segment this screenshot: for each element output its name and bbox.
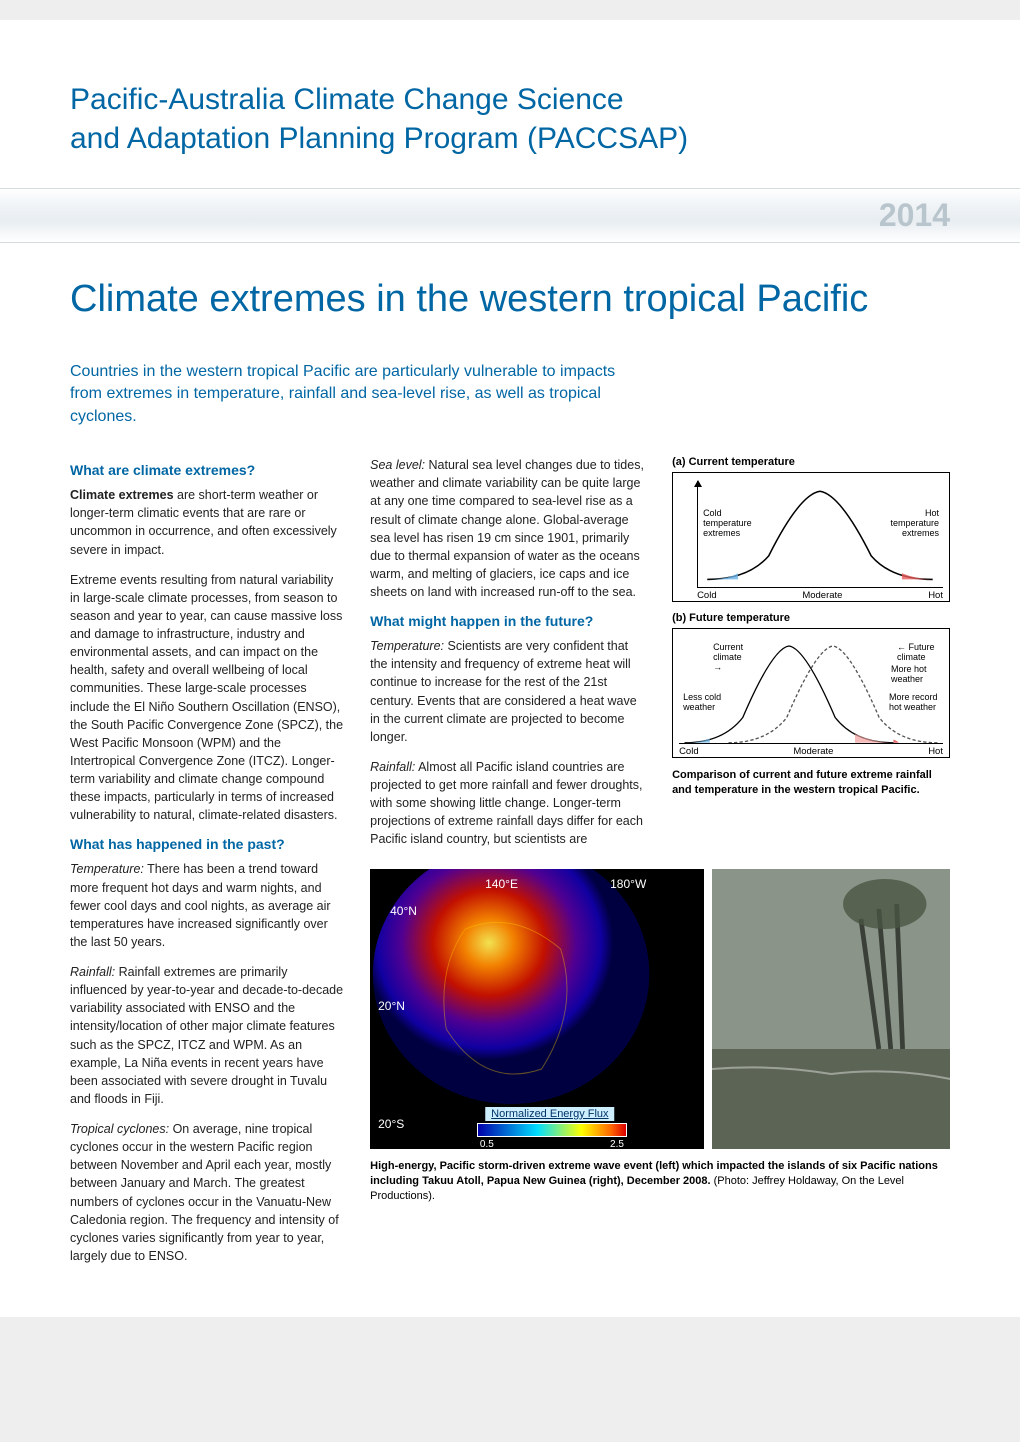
chart-b-current: Current climate → bbox=[713, 643, 751, 673]
column-1: What are climate extremes? Climate extre… bbox=[70, 456, 346, 1277]
map-caption: High-energy, Pacific storm-driven extrem… bbox=[370, 1159, 950, 1205]
wave-energy-map: 140°E 180°W 40°N 20°N 20°S Normalized En… bbox=[370, 869, 704, 1149]
chart-b-more-hot: More hot weather bbox=[891, 665, 939, 685]
program-title-line2: and Adaptation Planning Program (PACCSAP… bbox=[70, 122, 688, 155]
past-rain: Rainfall: Rainfall extremes are primaril… bbox=[70, 963, 346, 1108]
climate-extremes-bold: Climate extremes bbox=[70, 488, 174, 502]
chart-b: Current climate → ← Future climate Less … bbox=[672, 628, 950, 758]
chart-a-x-axis: Cold Moderate Hot bbox=[697, 587, 943, 601]
program-title: Pacific-Australia Climate Change Science… bbox=[70, 80, 950, 158]
intro-text: Countries in the western tropical Pacifi… bbox=[70, 361, 630, 428]
page: Pacific-Australia Climate Change Science… bbox=[0, 20, 1020, 1317]
chart-a-cold-note: Cold temperature extremes bbox=[703, 509, 758, 539]
what-are-p2: Extreme events resulting from natural va… bbox=[70, 571, 346, 825]
map-lat-20s: 20°S bbox=[378, 1117, 404, 1131]
chart-b-x-hot: Hot bbox=[928, 746, 943, 757]
columns-2-3-top: Sea level: Natural sea level changes due… bbox=[370, 456, 950, 860]
heading-what-are: What are climate extremes? bbox=[70, 462, 346, 478]
future-rain-label: Rainfall: bbox=[370, 760, 415, 774]
photo-svg bbox=[712, 869, 950, 1149]
map-lat-20n: 20°N bbox=[378, 999, 405, 1013]
future-temp-label: Temperature: bbox=[370, 639, 444, 653]
map-lat-40n: 40°N bbox=[390, 904, 417, 918]
column-3-charts: (a) Current temperature Frequency of occ… bbox=[672, 456, 950, 860]
columns-2-3-wrap: Sea level: Natural sea level changes due… bbox=[370, 456, 950, 1277]
past-rain-label: Rainfall: bbox=[70, 965, 115, 979]
past-sea: Sea level: Natural sea level changes due… bbox=[370, 456, 648, 601]
heading-past: What has happened in the past? bbox=[70, 836, 346, 852]
header-band: 2014 bbox=[0, 188, 1020, 243]
chart-a-x-hot: Hot bbox=[928, 590, 943, 601]
chart-b-x-mod: Moderate bbox=[793, 746, 833, 757]
past-temp-label: Temperature: bbox=[70, 862, 144, 876]
map-photo-row: 140°E 180°W 40°N 20°N 20°S Normalized En… bbox=[370, 869, 950, 1149]
future-rain: Rainfall: Almost all Pacific island coun… bbox=[370, 758, 648, 849]
chart-b-less-cold: Less cold weather bbox=[683, 693, 728, 713]
future-temp: Temperature: Scientists are very confide… bbox=[370, 637, 648, 746]
program-title-line1: Pacific-Australia Climate Change Science bbox=[70, 83, 624, 116]
year-badge: 2014 bbox=[879, 197, 950, 234]
future-temp-text: Scientists are very confident that the i… bbox=[370, 639, 637, 744]
scale-max: 2.5 bbox=[610, 1139, 624, 1150]
chart-b-more-record: More record hot weather bbox=[889, 693, 939, 713]
energy-flux-title: Normalized Energy Flux bbox=[485, 1107, 614, 1121]
chart-b-future: ← Future climate bbox=[897, 643, 935, 663]
past-temp: Temperature: There has been a trend towa… bbox=[70, 860, 346, 951]
chart-b-current-label: Current climate bbox=[713, 642, 743, 662]
chart-b-label: (b) Future temperature bbox=[672, 612, 950, 624]
past-tc: Tropical cyclones: On average, nine trop… bbox=[70, 1120, 346, 1265]
past-sea-text: Natural sea level changes due to tides, … bbox=[370, 458, 644, 599]
content-columns: What are climate extremes? Climate extre… bbox=[70, 456, 950, 1277]
column-2: Sea level: Natural sea level changes due… bbox=[370, 456, 648, 860]
heading-future: What might happen in the future? bbox=[370, 613, 648, 629]
past-rain-text: Rainfall extremes are primarily influenc… bbox=[70, 965, 343, 1106]
chart-a: Frequency of occurence Cold temperature … bbox=[672, 472, 950, 602]
past-tc-text: On average, nine tropical cyclones occur… bbox=[70, 1122, 339, 1263]
chart-b-future-label: Future climate bbox=[897, 642, 935, 662]
chart-b-x-axis: Cold Moderate Hot bbox=[679, 743, 943, 757]
what-are-p1: Climate extremes are short-term weather … bbox=[70, 486, 346, 559]
main-title: Climate extremes in the western tropical… bbox=[70, 278, 950, 321]
chart-caption: Comparison of current and future extreme… bbox=[672, 768, 950, 798]
map-lon-140e: 140°E bbox=[485, 877, 518, 891]
energy-flux-scale: 0.5 2.5 bbox=[477, 1123, 627, 1137]
atoll-photo bbox=[712, 869, 950, 1149]
map-lon-180w: 180°W bbox=[610, 877, 646, 891]
chart-a-label: (a) Current temperature bbox=[672, 456, 950, 468]
past-tc-label: Tropical cyclones: bbox=[70, 1122, 169, 1136]
scale-min: 0.5 bbox=[480, 1139, 494, 1150]
chart-a-hot-note: Hot temperature extremes bbox=[884, 509, 939, 539]
chart-a-x-mod: Moderate bbox=[802, 590, 842, 601]
past-sea-label: Sea level: bbox=[370, 458, 425, 472]
chart-b-x-cold: Cold bbox=[679, 746, 699, 757]
chart-a-x-cold: Cold bbox=[697, 590, 717, 601]
